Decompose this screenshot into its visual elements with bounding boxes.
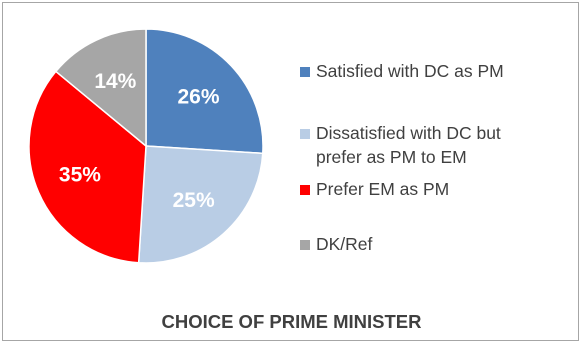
pie-slice-1	[137, 145, 264, 264]
pie-slice-3	[54, 28, 147, 148]
legend-label: Satisfied with DC as PM	[316, 61, 504, 81]
slice-data-label: 14%	[94, 70, 136, 93]
legend-swatch	[300, 185, 310, 195]
legend-item-satisfied: Satisfied with DC as PM	[300, 59, 504, 83]
pie-chart: 26% 25% 35% 14%	[28, 28, 264, 264]
legend-item-dk-ref: DK/Ref	[300, 232, 372, 256]
chart-frame: 26% 25% 35% 14% Satisfied with DC as PM Dis…	[2, 2, 579, 341]
legend-item-prefer-em: Prefer EM as PM	[300, 177, 449, 201]
legend-swatch	[300, 240, 310, 250]
legend-label: DK/Ref	[316, 234, 373, 254]
slice-data-label: 25%	[173, 189, 215, 212]
slice-data-label: 35%	[59, 164, 101, 187]
pie-slice-2	[28, 70, 147, 264]
chart-title: CHOICE OF PRIME MINISTER	[161, 311, 422, 332]
slice-data-label: 26%	[177, 86, 219, 109]
pie-slice-0	[145, 28, 264, 155]
legend-label: Dissatisfied with DC but prefer as PM to…	[316, 123, 501, 167]
legend-label: Prefer EM as PM	[316, 179, 450, 199]
legend-swatch	[300, 67, 310, 77]
legend-swatch	[300, 129, 310, 139]
legend-item-dissatisfied: Dissatisfied with DC but prefer as PM to…	[300, 121, 521, 169]
